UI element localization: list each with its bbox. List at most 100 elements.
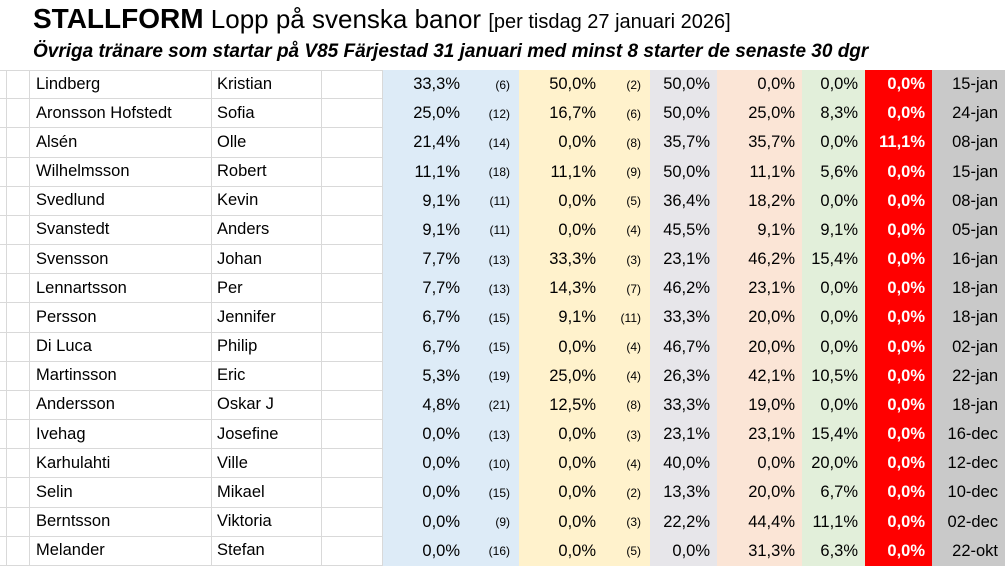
- cell-pct-gray[interactable]: 50,0%: [650, 99, 717, 129]
- cell-count-blue[interactable]: (15): [465, 303, 519, 333]
- cell-last-start-date[interactable]: 08-jan: [932, 186, 1005, 216]
- cell-firstname[interactable]: Robert: [212, 157, 322, 187]
- cell-pct-peach[interactable]: 35,7%: [717, 128, 802, 158]
- cell-empty[interactable]: [322, 449, 383, 479]
- cell-pct-yellow[interactable]: 25,0%: [519, 361, 605, 391]
- cell-lastname[interactable]: Karhulahti: [30, 449, 212, 479]
- cell-pct-gray[interactable]: 33,3%: [650, 390, 717, 421]
- cell-lastname[interactable]: Berntsson: [30, 507, 212, 537]
- cell-count-yellow[interactable]: (3): [605, 245, 650, 275]
- cell-gutter[interactable]: [0, 449, 7, 479]
- cell-gutter-2[interactable]: [7, 332, 30, 362]
- cell-pct-gray[interactable]: 50,0%: [650, 70, 717, 100]
- cell-count-yellow[interactable]: (7): [605, 274, 650, 304]
- cell-pct-green[interactable]: 0,0%: [802, 303, 865, 333]
- cell-pct-green[interactable]: 6,3%: [802, 536, 865, 566]
- cell-lastname[interactable]: Wilhelmsson: [30, 157, 212, 187]
- cell-pct-red[interactable]: 0,0%: [865, 274, 932, 304]
- cell-empty[interactable]: [322, 478, 383, 508]
- cell-firstname[interactable]: Per: [212, 274, 322, 304]
- cell-count-blue[interactable]: (11): [465, 186, 519, 216]
- cell-pct-gray[interactable]: 45,5%: [650, 215, 717, 246]
- cell-pct-blue[interactable]: 0,0%: [383, 420, 465, 450]
- cell-gutter[interactable]: [0, 70, 7, 100]
- cell-pct-gray[interactable]: 0,0%: [650, 536, 717, 566]
- cell-pct-gray[interactable]: 46,7%: [650, 332, 717, 362]
- cell-count-blue[interactable]: (21): [465, 390, 519, 421]
- cell-count-yellow[interactable]: (8): [605, 128, 650, 158]
- cell-gutter-2[interactable]: [7, 99, 30, 129]
- cell-empty[interactable]: [322, 186, 383, 216]
- cell-empty[interactable]: [322, 157, 383, 187]
- cell-pct-gray[interactable]: 26,3%: [650, 361, 717, 391]
- cell-pct-red[interactable]: 11,1%: [865, 128, 932, 158]
- cell-gutter-2[interactable]: [7, 390, 30, 421]
- cell-count-yellow[interactable]: (4): [605, 449, 650, 479]
- cell-empty[interactable]: [322, 536, 383, 566]
- cell-lastname[interactable]: Aronsson Hofstedt: [30, 99, 212, 129]
- cell-last-start-date[interactable]: 16-jan: [932, 245, 1005, 275]
- cell-pct-green[interactable]: 0,0%: [802, 274, 865, 304]
- cell-pct-blue[interactable]: 21,4%: [383, 128, 465, 158]
- cell-count-yellow[interactable]: (9): [605, 157, 650, 187]
- cell-pct-red[interactable]: 0,0%: [865, 536, 932, 566]
- cell-pct-yellow[interactable]: 0,0%: [519, 332, 605, 362]
- cell-pct-blue[interactable]: 5,3%: [383, 361, 465, 391]
- cell-pct-blue[interactable]: 4,8%: [383, 390, 465, 421]
- cell-pct-green[interactable]: 11,1%: [802, 507, 865, 537]
- cell-gutter[interactable]: [0, 186, 7, 216]
- cell-empty[interactable]: [322, 215, 383, 246]
- cell-pct-yellow[interactable]: 0,0%: [519, 449, 605, 479]
- cell-pct-peach[interactable]: 20,0%: [717, 478, 802, 508]
- cell-gutter-2[interactable]: [7, 215, 30, 246]
- cell-count-blue[interactable]: (13): [465, 245, 519, 275]
- cell-lastname[interactable]: Alsén: [30, 128, 212, 158]
- cell-last-start-date[interactable]: 10-dec: [932, 478, 1005, 508]
- cell-pct-green[interactable]: 0,0%: [802, 186, 865, 216]
- cell-empty[interactable]: [322, 507, 383, 537]
- cell-firstname[interactable]: Olle: [212, 128, 322, 158]
- cell-pct-green[interactable]: 8,3%: [802, 99, 865, 129]
- cell-lastname[interactable]: Svanstedt: [30, 215, 212, 246]
- cell-last-start-date[interactable]: 22-jan: [932, 361, 1005, 391]
- cell-gutter[interactable]: [0, 332, 7, 362]
- cell-pct-red[interactable]: 0,0%: [865, 390, 932, 421]
- cell-gutter-2[interactable]: [7, 245, 30, 275]
- cell-pct-gray[interactable]: 50,0%: [650, 157, 717, 187]
- cell-count-yellow[interactable]: (6): [605, 99, 650, 129]
- cell-lastname[interactable]: Melander: [30, 536, 212, 566]
- cell-count-blue[interactable]: (15): [465, 478, 519, 508]
- cell-pct-peach[interactable]: 44,4%: [717, 507, 802, 537]
- cell-count-blue[interactable]: (12): [465, 99, 519, 129]
- cell-count-blue[interactable]: (14): [465, 128, 519, 158]
- cell-pct-blue[interactable]: 11,1%: [383, 157, 465, 187]
- cell-pct-green[interactable]: 0,0%: [802, 390, 865, 421]
- cell-count-yellow[interactable]: (11): [605, 303, 650, 333]
- cell-count-blue[interactable]: (19): [465, 361, 519, 391]
- cell-lastname[interactable]: Andersson: [30, 390, 212, 421]
- cell-lastname[interactable]: Di Luca: [30, 332, 212, 362]
- cell-gutter-2[interactable]: [7, 303, 30, 333]
- cell-count-yellow[interactable]: (5): [605, 536, 650, 566]
- cell-pct-red[interactable]: 0,0%: [865, 332, 932, 362]
- cell-lastname[interactable]: Svedlund: [30, 186, 212, 216]
- cell-gutter[interactable]: [0, 478, 7, 508]
- cell-pct-yellow[interactable]: 11,1%: [519, 157, 605, 187]
- cell-firstname[interactable]: Sofia: [212, 99, 322, 129]
- cell-last-start-date[interactable]: 08-jan: [932, 128, 1005, 158]
- cell-pct-red[interactable]: 0,0%: [865, 157, 932, 187]
- cell-empty[interactable]: [322, 361, 383, 391]
- cell-pct-green[interactable]: 10,5%: [802, 361, 865, 391]
- cell-pct-blue[interactable]: 7,7%: [383, 274, 465, 304]
- cell-pct-red[interactable]: 0,0%: [865, 507, 932, 537]
- cell-gutter[interactable]: [0, 128, 7, 158]
- cell-count-yellow[interactable]: (3): [605, 420, 650, 450]
- cell-pct-peach[interactable]: 25,0%: [717, 99, 802, 129]
- cell-gutter-2[interactable]: [7, 70, 30, 100]
- cell-pct-peach[interactable]: 20,0%: [717, 332, 802, 362]
- cell-pct-gray[interactable]: 33,3%: [650, 303, 717, 333]
- cell-pct-blue[interactable]: 0,0%: [383, 478, 465, 508]
- cell-pct-yellow[interactable]: 0,0%: [519, 478, 605, 508]
- cell-pct-peach[interactable]: 0,0%: [717, 70, 802, 100]
- cell-pct-peach[interactable]: 23,1%: [717, 274, 802, 304]
